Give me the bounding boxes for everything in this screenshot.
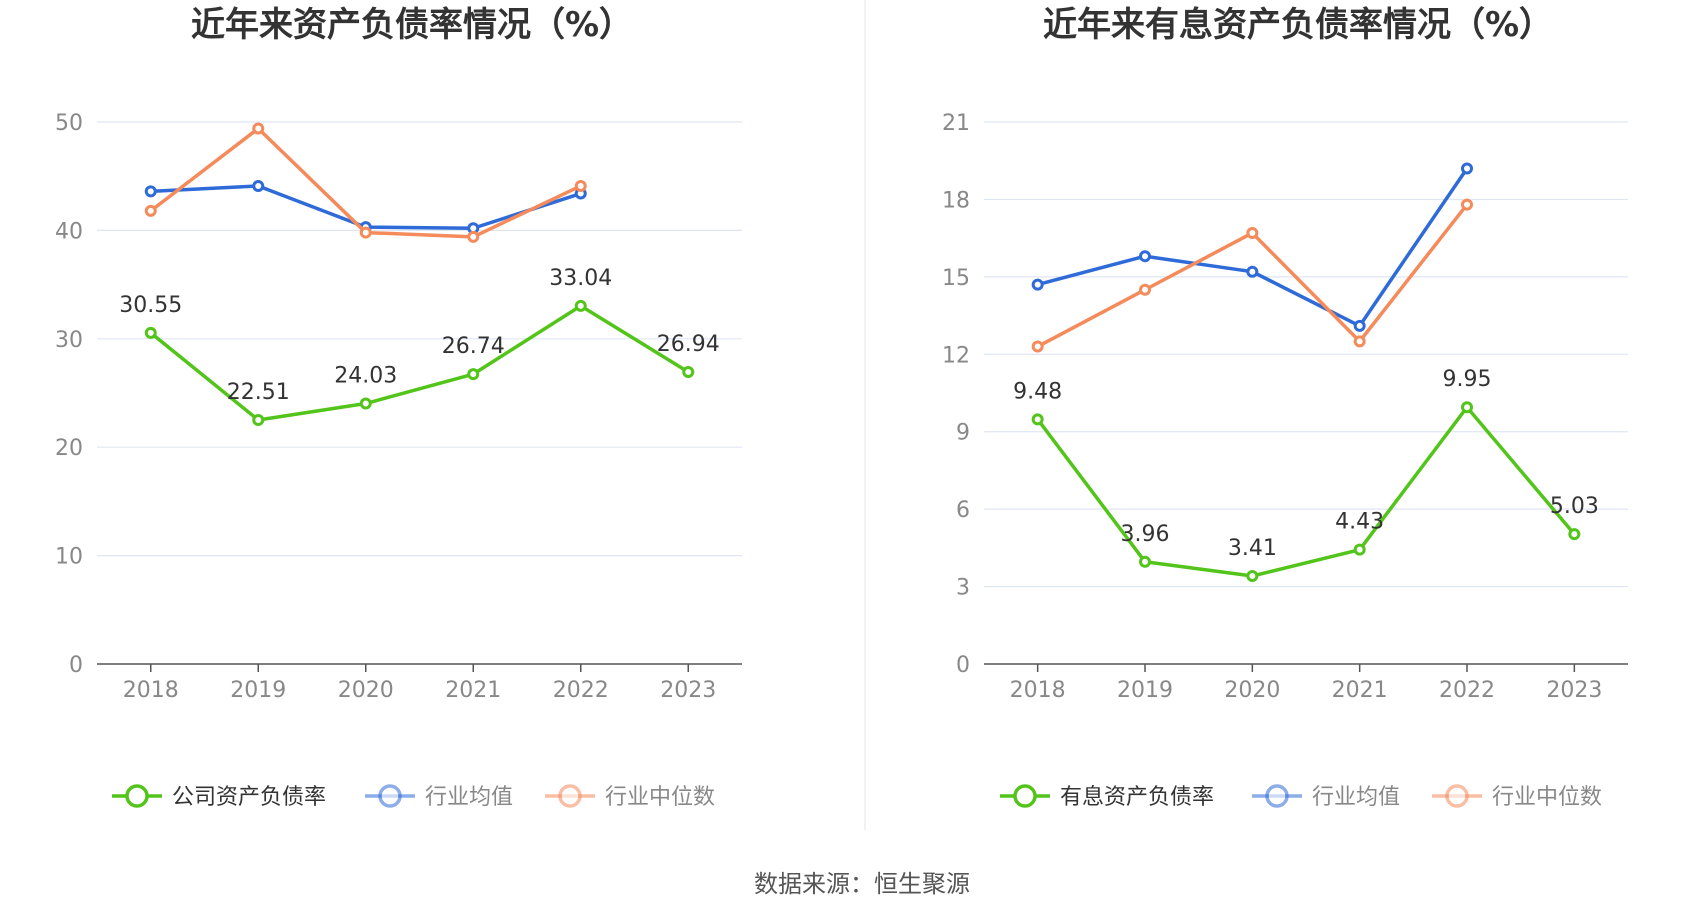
legend-marker bbox=[378, 784, 402, 808]
chart-title: 近年来有息资产负债率情况（%） bbox=[1043, 5, 1553, 45]
data-label: 3.41 bbox=[1228, 536, 1277, 561]
x-tick-label: 2021 bbox=[1332, 678, 1388, 703]
legend-item: 行业均值 bbox=[365, 784, 513, 810]
y-tick-label: 50 bbox=[55, 111, 83, 136]
x-tick-label: 2018 bbox=[1010, 678, 1066, 703]
y-tick-label: 21 bbox=[942, 111, 970, 136]
legend-item: 行业均值 bbox=[1252, 784, 1400, 810]
data-point bbox=[144, 204, 157, 217]
data-point bbox=[252, 413, 265, 426]
y-tick-label: 18 bbox=[942, 188, 970, 213]
legend-item: 行业中位数 bbox=[1432, 784, 1602, 810]
legend-marker bbox=[125, 784, 149, 808]
x-tick-label: 2020 bbox=[338, 678, 394, 703]
data-source-note: 数据来源：恒生聚源 bbox=[754, 870, 970, 898]
legend-label: 行业均值 bbox=[425, 785, 513, 810]
data-label: 5.03 bbox=[1550, 494, 1599, 519]
data-point bbox=[574, 299, 587, 312]
x-tick-label: 2018 bbox=[123, 678, 179, 703]
data-point bbox=[1246, 265, 1259, 278]
legend-label: 公司资产负债率 bbox=[172, 785, 326, 810]
legend-label: 行业中位数 bbox=[605, 785, 715, 810]
data-label: 4.43 bbox=[1335, 510, 1384, 535]
legend-marker bbox=[558, 784, 582, 808]
chart-panel-debt-ratio: 近年来资产负债率情况（%） 0 10 20 30 40 50 2018 2019 2020 202… bbox=[55, 5, 742, 810]
series-line bbox=[149, 126, 582, 239]
y-tick-label: 0 bbox=[69, 653, 83, 678]
y-tick-label: 0 bbox=[956, 653, 970, 678]
legend-marker bbox=[1013, 784, 1037, 808]
y-tick-label: 10 bbox=[55, 545, 83, 570]
legend-label: 行业中位数 bbox=[1492, 785, 1602, 810]
x-tick-label: 2023 bbox=[660, 678, 716, 703]
y-tick-label: 9 bbox=[956, 421, 970, 446]
data-point bbox=[252, 179, 265, 192]
data-point bbox=[1139, 250, 1151, 263]
data-point bbox=[467, 230, 480, 243]
y-tick-label: 3 bbox=[956, 576, 970, 601]
series-line bbox=[1037, 167, 1469, 328]
data-point bbox=[144, 326, 157, 339]
x-tick-label: 2022 bbox=[1439, 678, 1495, 703]
series-line bbox=[149, 304, 690, 422]
x-tick-label: 2022 bbox=[553, 678, 609, 703]
data-label: 9.95 bbox=[1443, 367, 1492, 392]
data-point bbox=[1353, 543, 1366, 556]
data-label: 9.48 bbox=[1013, 379, 1062, 404]
y-tick-label: 40 bbox=[55, 219, 83, 244]
y-tick-label: 20 bbox=[55, 436, 83, 461]
data-point bbox=[1246, 226, 1259, 239]
data-point bbox=[1246, 569, 1259, 582]
data-point bbox=[1031, 413, 1044, 426]
legend-label: 有息资产负债率 bbox=[1060, 785, 1214, 810]
chart-title: 近年来资产负债率情况（%） bbox=[191, 5, 633, 45]
legend-label: 行业均值 bbox=[1312, 785, 1400, 810]
legend-marker bbox=[1265, 784, 1289, 808]
legend-item: 行业中位数 bbox=[545, 784, 715, 810]
y-tick-label: 6 bbox=[956, 498, 970, 523]
data-point bbox=[1568, 528, 1581, 541]
data-label: 26.94 bbox=[657, 332, 720, 357]
data-point bbox=[1031, 278, 1044, 291]
data-point bbox=[1353, 319, 1366, 332]
data-point bbox=[1353, 335, 1366, 348]
data-point bbox=[252, 122, 265, 135]
data-point bbox=[1139, 283, 1151, 296]
data-point bbox=[1461, 198, 1473, 211]
data-label: 30.55 bbox=[119, 293, 182, 318]
legend-item: 公司资产负债率 bbox=[112, 784, 326, 810]
x-tick-label: 2021 bbox=[445, 678, 501, 703]
data-label: 22.51 bbox=[227, 380, 290, 405]
data-point bbox=[467, 368, 480, 381]
x-tick-label: 2019 bbox=[230, 678, 286, 703]
data-point bbox=[359, 226, 372, 239]
data-point bbox=[574, 179, 587, 192]
x-tick-label: 2019 bbox=[1117, 678, 1173, 703]
data-label: 26.74 bbox=[442, 334, 505, 359]
data-point bbox=[1031, 340, 1044, 353]
data-label: 33.04 bbox=[549, 266, 612, 291]
data-point bbox=[682, 365, 695, 378]
series-line bbox=[1036, 405, 1576, 578]
legend-item: 有息资产负债率 bbox=[1000, 784, 1214, 810]
y-tick-label: 15 bbox=[942, 266, 970, 291]
data-point bbox=[1461, 401, 1473, 414]
data-label: 3.96 bbox=[1121, 522, 1170, 547]
data-point bbox=[144, 185, 157, 198]
x-tick-label: 2020 bbox=[1224, 678, 1280, 703]
chart-panel-interest-bearing-debt-ratio: 近年来有息资产负债率情况（%） 0 3 6 9 12 15 18 21 2018 2019 2020… bbox=[942, 5, 1628, 810]
y-tick-label: 12 bbox=[942, 343, 970, 368]
legend-marker bbox=[1445, 784, 1469, 808]
data-label: 24.03 bbox=[334, 364, 397, 389]
x-tick-label: 2023 bbox=[1546, 678, 1602, 703]
data-point bbox=[359, 397, 372, 410]
y-tick-label: 30 bbox=[55, 328, 83, 353]
data-point bbox=[1461, 162, 1473, 175]
data-point bbox=[1139, 555, 1151, 568]
